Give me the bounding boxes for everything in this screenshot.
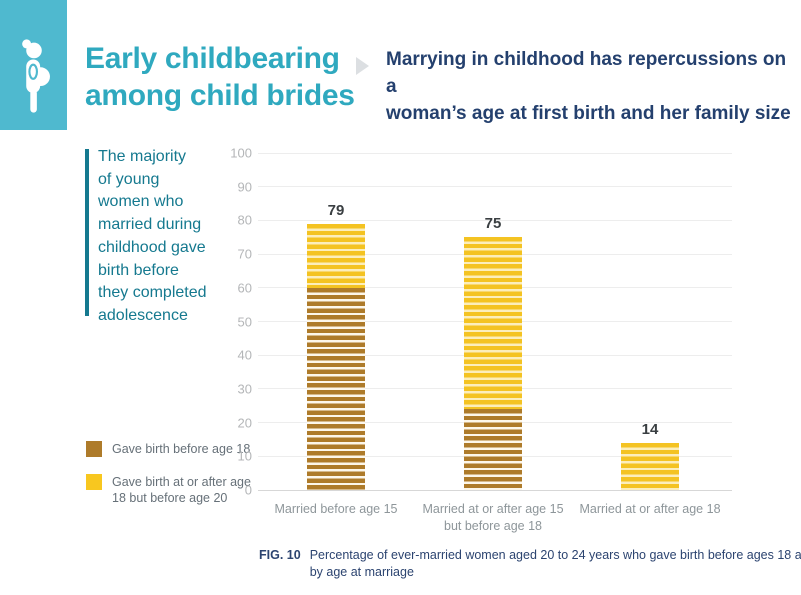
brand-icon-box xyxy=(0,0,67,130)
callout-text: The majority of young women who married … xyxy=(98,148,207,324)
gridline-90 xyxy=(258,186,732,188)
x-axis-labels: Married before age 15 Married at or after… xyxy=(258,501,732,541)
y-axis-tick-90: 90 xyxy=(237,179,252,195)
y-axis-tick-70: 70 xyxy=(237,246,252,262)
bar-2 xyxy=(464,237,522,490)
bar-segment xyxy=(464,237,522,410)
page-title: Early childbearing among child brides xyxy=(85,42,355,112)
bar-1 xyxy=(307,223,365,490)
arrow-right-icon xyxy=(356,57,369,75)
y-axis-tick-40: 40 xyxy=(237,347,252,363)
bar-segment xyxy=(464,409,522,490)
pregnant-woman-icon xyxy=(22,39,50,113)
bar-value-label: 75 xyxy=(484,215,502,233)
gridline-80 xyxy=(258,219,732,221)
y-axis-tick-80: 80 xyxy=(237,212,252,228)
bar-value-label: 79 xyxy=(327,201,345,219)
chart-legend: Gave birth before age 18 Gave birth at o… xyxy=(86,441,251,523)
y-axis-tick-30: 30 xyxy=(237,381,252,397)
x-axis-label-3: Married at or after age 18 xyxy=(579,502,721,516)
gridline-100 xyxy=(258,152,732,154)
gridline-0 xyxy=(258,489,732,491)
y-axis-tick-50: 50 xyxy=(237,314,252,329)
bar-segment xyxy=(307,223,365,288)
y-axis-tick-0: 0 xyxy=(244,482,252,498)
figure-caption-text: Percentage of ever-married women aged 20… xyxy=(309,548,801,579)
x-axis-label-1: Married before age 15 xyxy=(274,502,398,516)
legend-swatch-brown xyxy=(86,441,102,457)
legend-label: Gave birth at or after age 18 but before… xyxy=(112,475,251,505)
bar-3 xyxy=(621,442,679,490)
callout-accent-bar xyxy=(85,149,89,316)
bar-segment xyxy=(307,287,365,490)
stacked-bar-chart: 0 10 20 30 40 50 60 70 80 90 100 79 75 14 xyxy=(230,146,732,498)
figure-caption: FIG. 10 Percentage of ever-married women… xyxy=(259,547,801,581)
legend-item-18-to-20: Gave birth at or after age 18 but before… xyxy=(86,474,251,506)
x-axis-label-2: Married at or after age 15 but before ag… xyxy=(422,502,564,533)
y-axis-tick-100: 100 xyxy=(230,145,252,161)
figure-number: FIG. 10 xyxy=(259,548,301,562)
legend-swatch-yellow xyxy=(86,474,102,490)
y-axis-tick-10: 10 xyxy=(237,448,252,464)
bar-segment xyxy=(621,442,679,490)
legend-label: Gave birth before age 18 xyxy=(112,442,251,456)
y-axis-tick-20: 20 xyxy=(237,415,252,431)
y-axis-tick-60: 60 xyxy=(237,280,252,296)
legend-item-before-18: Gave birth before age 18 xyxy=(86,441,251,457)
bar-value-label: 14 xyxy=(641,420,659,438)
page-subtitle: Marrying in childhood has repercussions … xyxy=(386,49,791,124)
